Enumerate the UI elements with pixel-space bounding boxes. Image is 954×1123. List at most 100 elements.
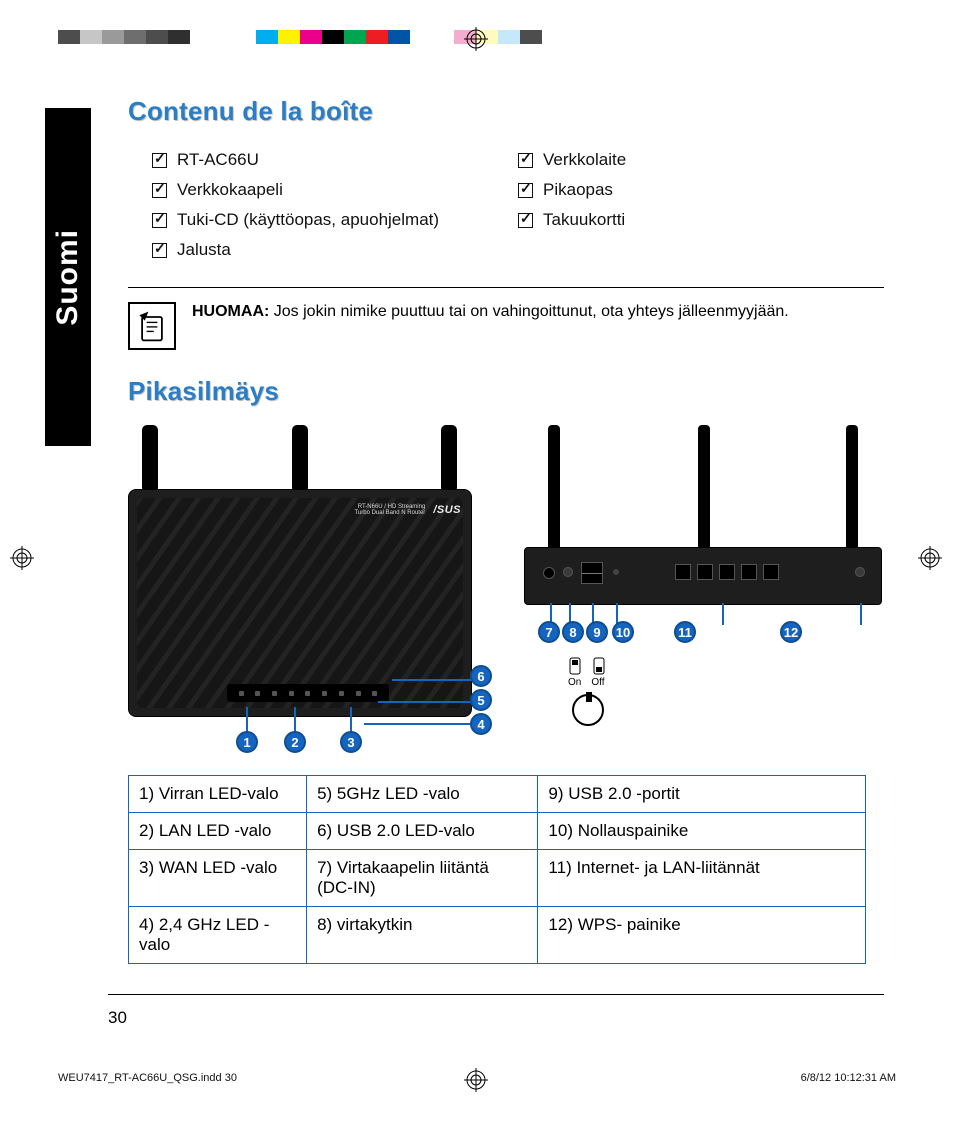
language-tab-label: Suomi (51, 229, 85, 326)
color-swatch (432, 30, 454, 44)
checklist-item: Takuukortti (518, 205, 884, 235)
checklist-col-left: RT-AC66U Verkkokaapeli Tuki-CD (käyttöopas… (152, 145, 518, 265)
table-cell: 7) Virtakaapelin liitäntä (DC-IN) (307, 850, 538, 907)
registration-mark-top (464, 27, 488, 51)
color-swatch (190, 30, 212, 44)
checklist-item: Verkkolaite (518, 145, 884, 175)
table-cell: 3) WAN LED -valo (129, 850, 307, 907)
registration-mark-right (918, 546, 942, 570)
checkbox-icon (518, 213, 533, 228)
footer-timestamp: 6/8/12 10:12:31 AM (801, 1072, 896, 1084)
checklist-item-label: Verkkolaite (543, 150, 626, 170)
checkbox-icon (518, 153, 533, 168)
color-swatch (410, 30, 432, 44)
color-swatch (146, 30, 168, 44)
checkbox-icon (152, 213, 167, 228)
table-row: 1) Virran LED-valo5) 5GHz LED -valo9) US… (129, 776, 866, 813)
port-usb (581, 562, 603, 584)
checkbox-icon (152, 183, 167, 198)
back-antenna-3 (846, 425, 858, 553)
note-label: HUOMAA: (192, 303, 269, 320)
color-swatch (344, 30, 366, 44)
table-cell: 11) Internet- ja LAN-liitännät (538, 850, 866, 907)
parts-legend-table: 1) Virran LED-valo5) 5GHz LED -valo9) US… (128, 775, 866, 964)
callout-badge-5: 5 (470, 689, 492, 711)
color-swatch (58, 30, 80, 44)
language-tab: Suomi (45, 108, 91, 446)
note-text: HUOMAA: Jos jokin nimike puuttuu tai on … (192, 302, 789, 350)
color-swatch (520, 30, 542, 44)
color-swatch (322, 30, 344, 44)
brand-logo: /SUS (433, 504, 461, 516)
callout-badge-10: 10 (612, 621, 634, 643)
checkbox-icon (152, 153, 167, 168)
power-switch-knob-icon (572, 694, 604, 726)
heading-box-contents: Contenu de la boîte (128, 96, 884, 127)
front-antenna-3 (441, 425, 457, 493)
checklist-col-right: Verkkolaite Pikaopas Takuukortti (518, 145, 884, 265)
port-power-switch (563, 567, 573, 577)
router-back-body (524, 547, 882, 605)
port-wan (675, 564, 691, 580)
callout-badge-6: 6 (470, 665, 492, 687)
table-cell: 6) USB 2.0 LED-valo (307, 813, 538, 850)
port-wps (855, 567, 865, 577)
callout-line (860, 603, 862, 625)
rear-port-row (525, 560, 881, 588)
router-model-text: RT-N66U / HD Streaming Turbo Dual Band N… (341, 504, 425, 516)
callout-badge-8: 8 (562, 621, 584, 643)
color-swatch (168, 30, 190, 44)
registration-mark-bottom (464, 1068, 488, 1092)
callout-line (392, 679, 472, 681)
checklist-item: Verkkokaapeli (152, 175, 518, 205)
table-cell: 1) Virran LED-valo (129, 776, 307, 813)
color-swatch (388, 30, 410, 44)
table-cell: 4) 2,4 GHz LED -valo (129, 907, 307, 964)
router-back-view (524, 425, 884, 693)
color-swatch (498, 30, 520, 44)
checklist-item: Tuki-CD (käyttöopas, apuohjelmat) (152, 205, 518, 235)
front-antenna-1 (142, 425, 158, 493)
checklist-item: Pikaopas (518, 175, 884, 205)
callout-line (722, 603, 724, 625)
callout-badge-1: 1 (236, 731, 258, 753)
switch-off-label: Off (591, 677, 604, 688)
callout-badge-7: 7 (538, 621, 560, 643)
page-content: Contenu de la boîte RT-AC66U Verkkokaapel… (128, 92, 884, 964)
checklist-item-label: Takuukortti (543, 210, 625, 230)
color-swatch (256, 30, 278, 44)
color-swatch (124, 30, 146, 44)
switch-on-label: On (568, 677, 581, 688)
callout-line (364, 723, 472, 725)
callout-badge-12: 12 (780, 621, 802, 643)
footer-rule (108, 994, 884, 995)
callout-badge-4: 4 (470, 713, 492, 735)
callout-badge-2: 2 (284, 731, 306, 753)
table-row: 2) LAN LED -valo6) USB 2.0 LED-valo10) N… (129, 813, 866, 850)
checkbox-icon (518, 183, 533, 198)
color-swatch (212, 30, 234, 44)
table-cell: 9) USB 2.0 -portit (538, 776, 866, 813)
note-box: HUOMAA: Jos jokin nimike puuttuu tai on … (128, 287, 884, 350)
checklist-item-label: Verkkokaapeli (177, 180, 283, 200)
page-number: 30 (108, 1008, 127, 1028)
checklist-item: RT-AC66U (152, 145, 518, 175)
port-lan-2 (719, 564, 735, 580)
color-swatch (234, 30, 256, 44)
table-cell: 5) 5GHz LED -valo (307, 776, 538, 813)
heading-quick-look: Pikasilmäys (128, 376, 884, 407)
checklist-item-label: RT-AC66U (177, 150, 259, 170)
table-cell: 10) Nollauspainike (538, 813, 866, 850)
table-row: 3) WAN LED -valo7) Virtakaapelin liitänt… (129, 850, 866, 907)
callout-badge-9: 9 (586, 621, 608, 643)
callout-badge-3: 3 (340, 731, 362, 753)
color-swatch (300, 30, 322, 44)
table-row: 4) 2,4 GHz LED -valo8) virtakytkin12) WP… (129, 907, 866, 964)
callout-line (378, 701, 472, 703)
checkbox-icon (152, 243, 167, 258)
port-lan-1 (697, 564, 713, 580)
checklist-item: Jalusta (152, 235, 518, 265)
footer-filename: WEU7417_RT-AC66U_QSG.indd 30 (58, 1072, 237, 1084)
box-contents-checklist: RT-AC66U Verkkokaapeli Tuki-CD (käyttöopas… (152, 145, 884, 265)
note-icon (128, 302, 176, 350)
